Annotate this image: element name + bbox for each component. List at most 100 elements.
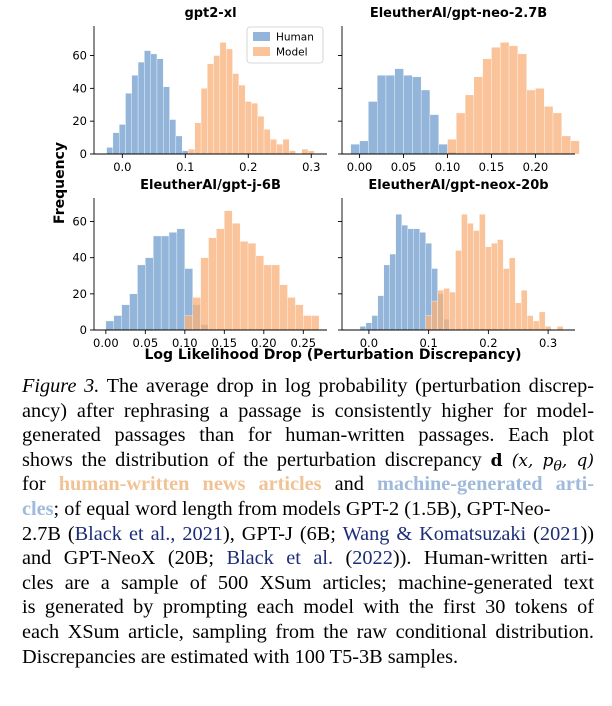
legend-label-human: Human: [276, 32, 314, 44]
panel-2: EleutherAI/gpt-neo-2.7B 0.00 0.05 0.10 0.15 0…: [338, 6, 580, 174]
model-bar: [287, 297, 296, 331]
x-tick-label: 0.2: [239, 160, 257, 174]
model-bar: [467, 223, 474, 331]
model-bar: [255, 255, 264, 331]
human-bar: [106, 147, 114, 155]
y-tick-label: 20: [72, 114, 87, 128]
model-bar: [491, 47, 501, 155]
model-bar: [232, 223, 241, 331]
model-bar: [538, 311, 546, 331]
human-bar: [359, 326, 367, 331]
human-bar: [377, 295, 384, 331]
human-bar: [175, 135, 183, 155]
model-bar: [515, 302, 522, 331]
human-bar: [365, 322, 373, 331]
y-tick-label: 40: [72, 81, 87, 95]
model-bar: [570, 140, 580, 155]
citation-link[interactable]: Wang & Komatsuzaki: [342, 522, 527, 545]
model-bar: [263, 129, 271, 155]
model-bar: [279, 284, 288, 331]
model-bar: [276, 143, 284, 155]
caption-line-2: ancy) after rephrasing a passage is cons…: [22, 399, 594, 422]
model-bar: [473, 230, 480, 331]
model-bar: [491, 243, 498, 331]
x-axis-label: Log Likelihood Drop (Perturbation Discre…: [144, 347, 521, 363]
model-bar: [303, 315, 312, 331]
model-bar: [311, 315, 320, 331]
legend: Human Model: [246, 26, 324, 64]
model-bar: [295, 304, 304, 331]
model-bar: [226, 48, 233, 155]
human-bar: [137, 61, 145, 155]
human-bar: [368, 101, 378, 155]
model-bar: [213, 55, 221, 155]
model-bar: [526, 89, 536, 155]
x-tick-label: 0.1: [176, 160, 194, 174]
model-bar: [503, 268, 510, 331]
human-bar: [403, 75, 413, 155]
y-tick-label: 0: [80, 323, 87, 337]
human-bar: [371, 315, 379, 331]
model-bar: [443, 288, 450, 331]
x-tick-label: 0.1: [419, 336, 437, 350]
human-legend-text: human-written news articles: [58, 473, 322, 496]
x-tick-label: 0.3: [302, 160, 320, 174]
caption-text: The average drop in log probability (per…: [106, 375, 594, 397]
human-bar: [420, 89, 431, 155]
model-bar: [521, 290, 528, 331]
legend-swatch-model: [253, 47, 270, 56]
human-bar: [176, 228, 186, 331]
citation-year-link[interactable]: 2021: [539, 522, 581, 545]
model-bar: [497, 239, 504, 331]
human-bar: [113, 315, 122, 331]
human-bar: [163, 86, 170, 155]
model-bar: [307, 150, 315, 155]
legend-label-model: Model: [276, 47, 308, 59]
human-bar: [401, 224, 408, 331]
model-bar: [544, 106, 554, 155]
human-bar: [429, 114, 439, 155]
x-tick-label: 0.20: [523, 160, 549, 174]
x-tick-label: 0.00: [347, 160, 373, 174]
model-bar: [456, 112, 466, 155]
histogram-figure: Frequency Log Likelihood Drop (Perturbat…: [52, 6, 580, 363]
human-bar: [376, 75, 387, 155]
model-bar: [461, 214, 468, 331]
human-bar: [105, 320, 114, 331]
model-bar: [251, 102, 258, 155]
model-bar: [216, 228, 225, 331]
human-bar: [156, 58, 164, 155]
caption-line-3: generated passages than for human-writte…: [22, 424, 594, 447]
human-bar: [359, 140, 369, 155]
human-bar: [129, 293, 138, 331]
citation-link[interactable]: Black et al.: [226, 547, 334, 570]
model-bar: [447, 139, 457, 155]
human-bar: [407, 228, 414, 331]
human-bar: [413, 228, 420, 331]
model-bar: [224, 210, 233, 331]
model-bar: [464, 94, 475, 155]
x-tick-label: 0.10: [435, 160, 461, 174]
human-bar: [150, 53, 158, 155]
machine-legend-text-cont: cles: [22, 497, 54, 520]
citation-year-link[interactable]: 2022: [352, 547, 393, 570]
y-tick-label: 20: [72, 287, 87, 301]
machine-legend-text: machine-generated arti-: [377, 473, 594, 496]
human-bar: [145, 257, 154, 331]
panel-3: EleutherAI/gpt-j-6B 0.00 0.05 0.10 0.15 0.20 0…: [72, 178, 327, 350]
human-bar: [144, 50, 151, 155]
x-tick-label: 0.15: [479, 160, 505, 174]
human-bar: [137, 264, 146, 331]
panel-title: EleutherAI/gpt-neox-20b: [368, 178, 548, 193]
model-bar: [535, 88, 545, 155]
x-tick-label: 0.05: [391, 160, 417, 174]
citation-link[interactable]: Black et al., 2021: [74, 522, 223, 545]
x-tick-label: 0.0: [360, 336, 378, 350]
model-bar: [431, 300, 438, 331]
model-bar: [238, 84, 246, 155]
caption-line-8: and GPT-NeoX (20B; Black et al. (2022)).…: [22, 547, 594, 570]
caption-line-5: for human-written news articles and mach…: [22, 473, 594, 496]
y-tick-label: 60: [72, 215, 87, 229]
model-bar: [455, 250, 462, 331]
human-bar: [438, 143, 448, 155]
